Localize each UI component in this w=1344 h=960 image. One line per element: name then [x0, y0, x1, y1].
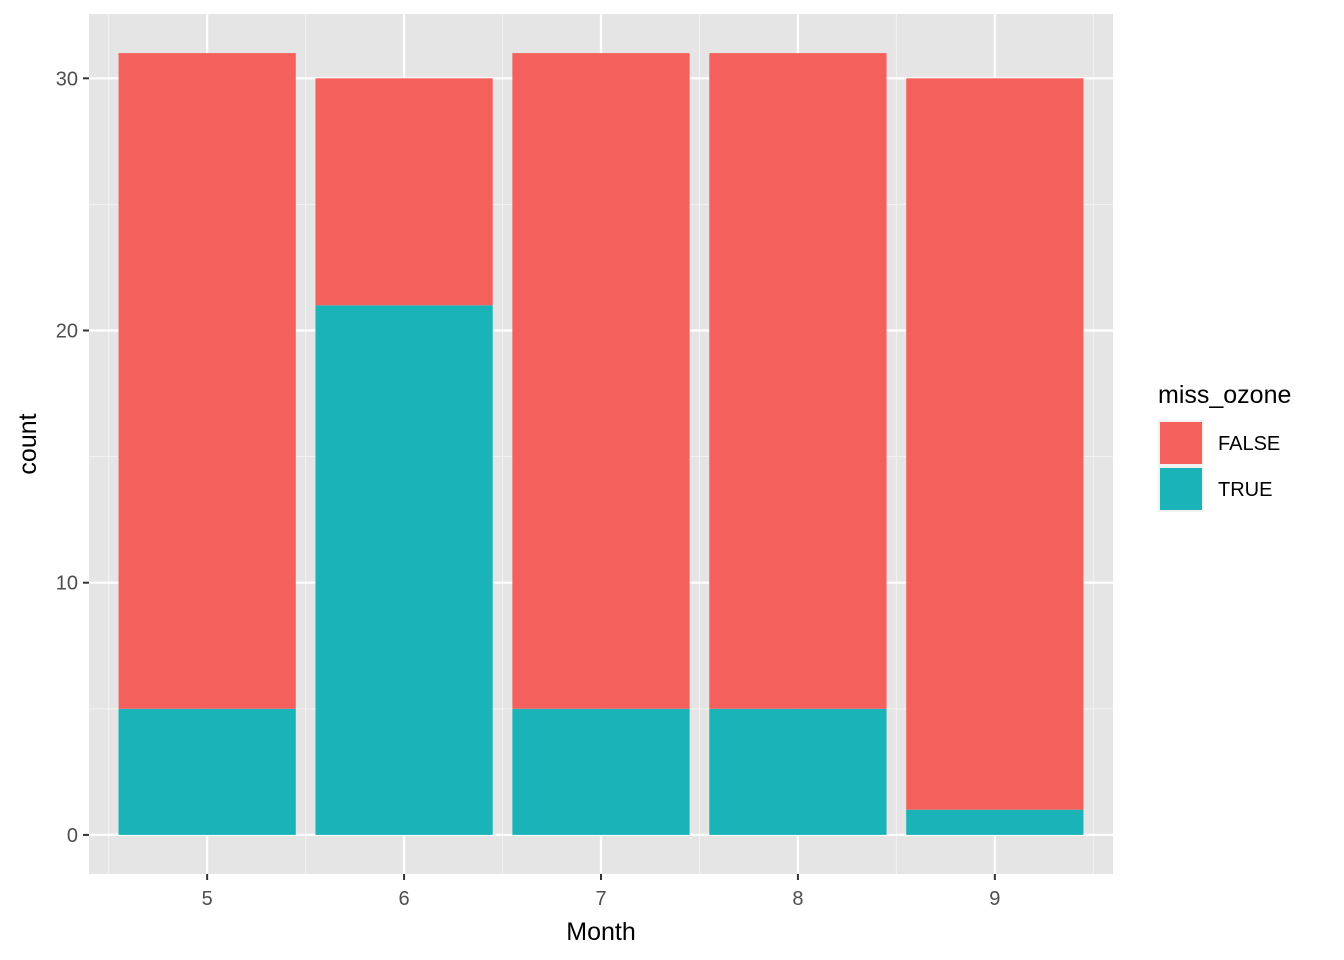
x-axis: 5 6 7 8 9: [202, 874, 1000, 910]
y-tick-label: 0: [67, 825, 78, 847]
x-axis-title: Month: [566, 918, 635, 946]
y-axis-title: count: [14, 413, 42, 474]
legend-items: FALSE TRUE: [1158, 420, 1280, 512]
bar-9-true: [906, 809, 1084, 835]
bar-6-true: [315, 305, 493, 835]
bar-5-false: [118, 53, 296, 709]
bar-8-false: [709, 53, 887, 709]
bar-8-true: [709, 708, 887, 835]
y-tick-label: 30: [56, 68, 78, 90]
legend-label-true: TRUE: [1218, 479, 1272, 501]
bars: [118, 53, 1084, 835]
y-tick-label: 20: [56, 321, 78, 343]
y-tick-label: 10: [56, 573, 78, 595]
x-tick-label: 5: [202, 888, 213, 910]
legend-label-false: FALSE: [1218, 433, 1280, 455]
legend-key-false: [1160, 422, 1202, 464]
legend-title: miss_ozone: [1158, 381, 1291, 409]
x-tick-label: 8: [792, 888, 803, 910]
bar-7-true: [512, 708, 690, 835]
x-tick-label: 6: [399, 888, 410, 910]
bar-9-false: [906, 78, 1084, 810]
bar-5-true: [118, 708, 296, 835]
y-axis: 0 10 20 30: [56, 68, 89, 847]
legend: miss_ozone FALSE TRUE: [1158, 381, 1291, 512]
bar-6-false: [315, 78, 493, 306]
legend-key-true: [1160, 468, 1202, 510]
x-tick-label: 9: [989, 888, 1000, 910]
x-tick-label: 7: [595, 888, 606, 910]
bar-7-false: [512, 53, 690, 709]
